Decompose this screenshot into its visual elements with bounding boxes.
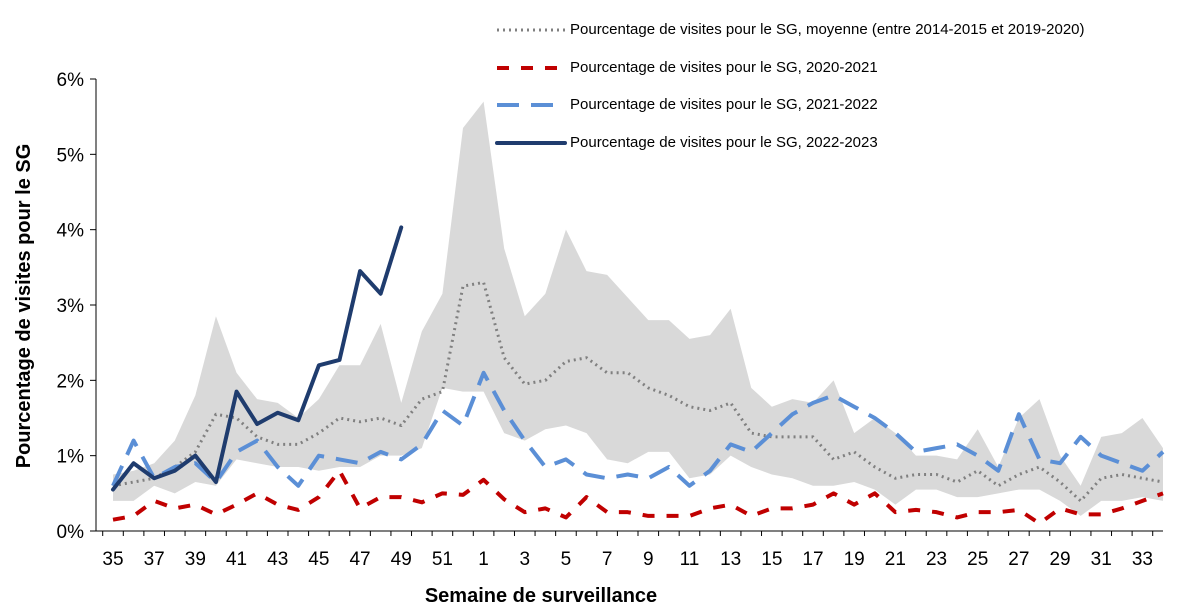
y-tick-label: 6% bbox=[57, 70, 85, 91]
series-line bbox=[112, 468, 1164, 526]
y-tick-label: 1% bbox=[57, 447, 85, 468]
x-tick-label: 27 bbox=[1008, 549, 1029, 570]
x-tick-label: 23 bbox=[926, 549, 947, 570]
x-tick-label: 17 bbox=[802, 549, 823, 570]
y-tick-label: 2% bbox=[57, 371, 85, 392]
x-tick-label: 5 bbox=[561, 549, 572, 570]
legend-label: Pourcentage de visites pour le SG, 2021-… bbox=[570, 96, 878, 113]
y-tick-label: 0% bbox=[57, 522, 85, 543]
x-tick-label: 41 bbox=[226, 549, 247, 570]
x-tick-label: 37 bbox=[144, 549, 165, 570]
x-tick-label: 11 bbox=[680, 549, 700, 570]
y-tick-label: 3% bbox=[57, 296, 85, 317]
x-tick-label: 25 bbox=[967, 549, 988, 570]
x-axis-title: Semaine de surveillance bbox=[425, 585, 657, 607]
legend-label: Pourcentage de visites pour le SG, 2020-… bbox=[570, 59, 878, 76]
x-tick-label: 13 bbox=[720, 549, 741, 570]
x-tick-label: 49 bbox=[391, 549, 412, 570]
legend-label: Pourcentage de visites pour le SG, 2022-… bbox=[570, 134, 878, 151]
x-tick-label: 51 bbox=[432, 549, 453, 570]
series-line bbox=[111, 370, 1165, 488]
x-tick-label: 43 bbox=[267, 549, 288, 570]
x-tick-label: 47 bbox=[349, 549, 370, 570]
x-tick-label: 21 bbox=[885, 549, 906, 570]
x-tick-label: 7 bbox=[602, 549, 613, 570]
y-tick-label: 5% bbox=[57, 145, 85, 166]
x-tick-label: 15 bbox=[761, 549, 782, 570]
x-tick-label: 9 bbox=[643, 549, 654, 570]
y-tick-label: 4% bbox=[57, 221, 85, 242]
range-band bbox=[113, 101, 1163, 516]
x-tick-label: 33 bbox=[1132, 549, 1153, 570]
series-line bbox=[111, 225, 404, 492]
x-tick-label: 31 bbox=[1091, 549, 1112, 570]
x-tick-label: 39 bbox=[185, 549, 206, 570]
x-tick-label: 3 bbox=[519, 549, 530, 570]
x-tick-label: 35 bbox=[102, 549, 123, 570]
y-axis-title: Pourcentage de visites pour le SG bbox=[13, 144, 35, 469]
legend-label: Pourcentage de visites pour le SG, moyen… bbox=[570, 21, 1085, 38]
x-tick-label: 29 bbox=[1049, 549, 1070, 570]
x-tick-label: 1 bbox=[478, 549, 489, 570]
x-tick-label: 45 bbox=[308, 549, 329, 570]
x-tick-label: 19 bbox=[844, 549, 865, 570]
